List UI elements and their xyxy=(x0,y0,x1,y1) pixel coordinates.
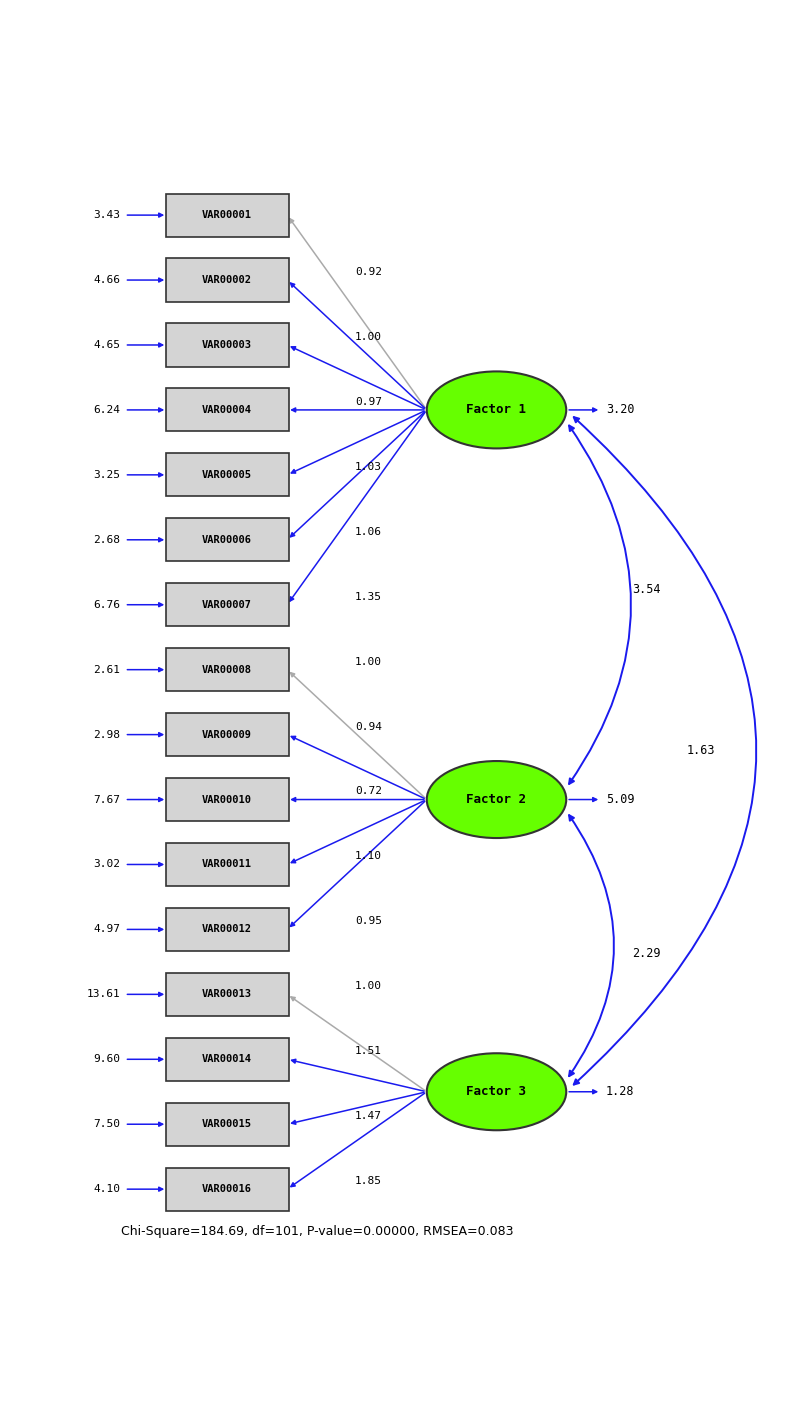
Text: 0.94: 0.94 xyxy=(355,721,382,731)
Text: 1.63: 1.63 xyxy=(686,744,715,758)
Text: 4.66: 4.66 xyxy=(94,276,121,286)
FancyBboxPatch shape xyxy=(165,259,289,301)
FancyBboxPatch shape xyxy=(165,843,289,887)
Text: VAR00005: VAR00005 xyxy=(202,469,252,479)
Text: 3.54: 3.54 xyxy=(632,583,661,595)
Text: 1.28: 1.28 xyxy=(606,1086,634,1099)
Text: 0.72: 0.72 xyxy=(355,786,382,796)
Text: VAR00007: VAR00007 xyxy=(202,600,252,609)
Text: VAR00015: VAR00015 xyxy=(202,1120,252,1130)
FancyBboxPatch shape xyxy=(165,1168,289,1210)
FancyBboxPatch shape xyxy=(165,973,289,1015)
Text: Factor 2: Factor 2 xyxy=(467,793,526,806)
Text: 2.98: 2.98 xyxy=(94,730,121,740)
FancyBboxPatch shape xyxy=(165,908,289,952)
Text: 1.03: 1.03 xyxy=(355,462,382,472)
Text: 2.61: 2.61 xyxy=(94,665,121,674)
Text: 1.00: 1.00 xyxy=(355,981,382,991)
Text: 7.50: 7.50 xyxy=(94,1120,121,1130)
Text: Chi-Square=184.69, df=101, P-value=0.00000, RMSEA=0.083: Chi-Square=184.69, df=101, P-value=0.000… xyxy=(121,1225,513,1239)
Text: VAR00011: VAR00011 xyxy=(202,860,252,870)
FancyBboxPatch shape xyxy=(165,324,289,366)
Ellipse shape xyxy=(427,1053,566,1130)
Text: VAR00013: VAR00013 xyxy=(202,990,252,1000)
FancyBboxPatch shape xyxy=(165,1103,289,1145)
Text: 13.61: 13.61 xyxy=(87,990,121,1000)
Text: VAR00010: VAR00010 xyxy=(202,795,252,805)
Text: 3.25: 3.25 xyxy=(94,469,121,479)
Text: 1.10: 1.10 xyxy=(355,851,382,861)
Text: 1.47: 1.47 xyxy=(355,1111,382,1121)
Text: VAR00014: VAR00014 xyxy=(202,1055,252,1065)
Text: VAR00003: VAR00003 xyxy=(202,339,252,351)
Text: 4.65: 4.65 xyxy=(94,339,121,351)
Text: 1.35: 1.35 xyxy=(355,591,382,601)
FancyBboxPatch shape xyxy=(165,389,289,431)
Text: VAR00002: VAR00002 xyxy=(202,276,252,286)
Text: VAR00008: VAR00008 xyxy=(202,665,252,674)
Text: 1.00: 1.00 xyxy=(355,332,382,342)
Text: 1.51: 1.51 xyxy=(355,1046,382,1056)
FancyBboxPatch shape xyxy=(165,583,289,626)
Text: 1.85: 1.85 xyxy=(355,1176,382,1186)
FancyBboxPatch shape xyxy=(165,778,289,822)
Text: 0.97: 0.97 xyxy=(355,397,382,407)
FancyBboxPatch shape xyxy=(165,194,289,236)
Text: 4.10: 4.10 xyxy=(94,1184,121,1195)
Ellipse shape xyxy=(427,761,566,839)
Text: 3.43: 3.43 xyxy=(94,211,121,221)
Text: 2.29: 2.29 xyxy=(632,947,661,960)
FancyBboxPatch shape xyxy=(165,519,289,561)
FancyBboxPatch shape xyxy=(165,713,289,756)
Text: 4.97: 4.97 xyxy=(94,925,121,935)
Text: 0.92: 0.92 xyxy=(355,267,382,277)
Text: 1.00: 1.00 xyxy=(355,656,382,666)
Text: VAR00001: VAR00001 xyxy=(202,211,252,221)
Text: 7.67: 7.67 xyxy=(94,795,121,805)
Text: 6.76: 6.76 xyxy=(94,600,121,609)
Ellipse shape xyxy=(427,372,566,448)
Text: 2.68: 2.68 xyxy=(94,534,121,544)
Text: 0.95: 0.95 xyxy=(355,916,382,926)
Text: VAR00016: VAR00016 xyxy=(202,1184,252,1195)
Text: 1.06: 1.06 xyxy=(355,526,382,537)
Text: 5.09: 5.09 xyxy=(606,793,634,806)
FancyBboxPatch shape xyxy=(165,454,289,496)
FancyBboxPatch shape xyxy=(165,1038,289,1080)
Text: VAR00006: VAR00006 xyxy=(202,534,252,544)
Text: Factor 1: Factor 1 xyxy=(467,403,526,416)
Text: VAR00012: VAR00012 xyxy=(202,925,252,935)
Text: Factor 3: Factor 3 xyxy=(467,1086,526,1099)
Text: 3.20: 3.20 xyxy=(606,403,634,416)
Text: 3.02: 3.02 xyxy=(94,860,121,870)
Text: 9.60: 9.60 xyxy=(94,1055,121,1065)
Text: VAR00004: VAR00004 xyxy=(202,404,252,414)
Text: 6.24: 6.24 xyxy=(94,404,121,414)
FancyBboxPatch shape xyxy=(165,648,289,691)
Text: VAR00009: VAR00009 xyxy=(202,730,252,740)
